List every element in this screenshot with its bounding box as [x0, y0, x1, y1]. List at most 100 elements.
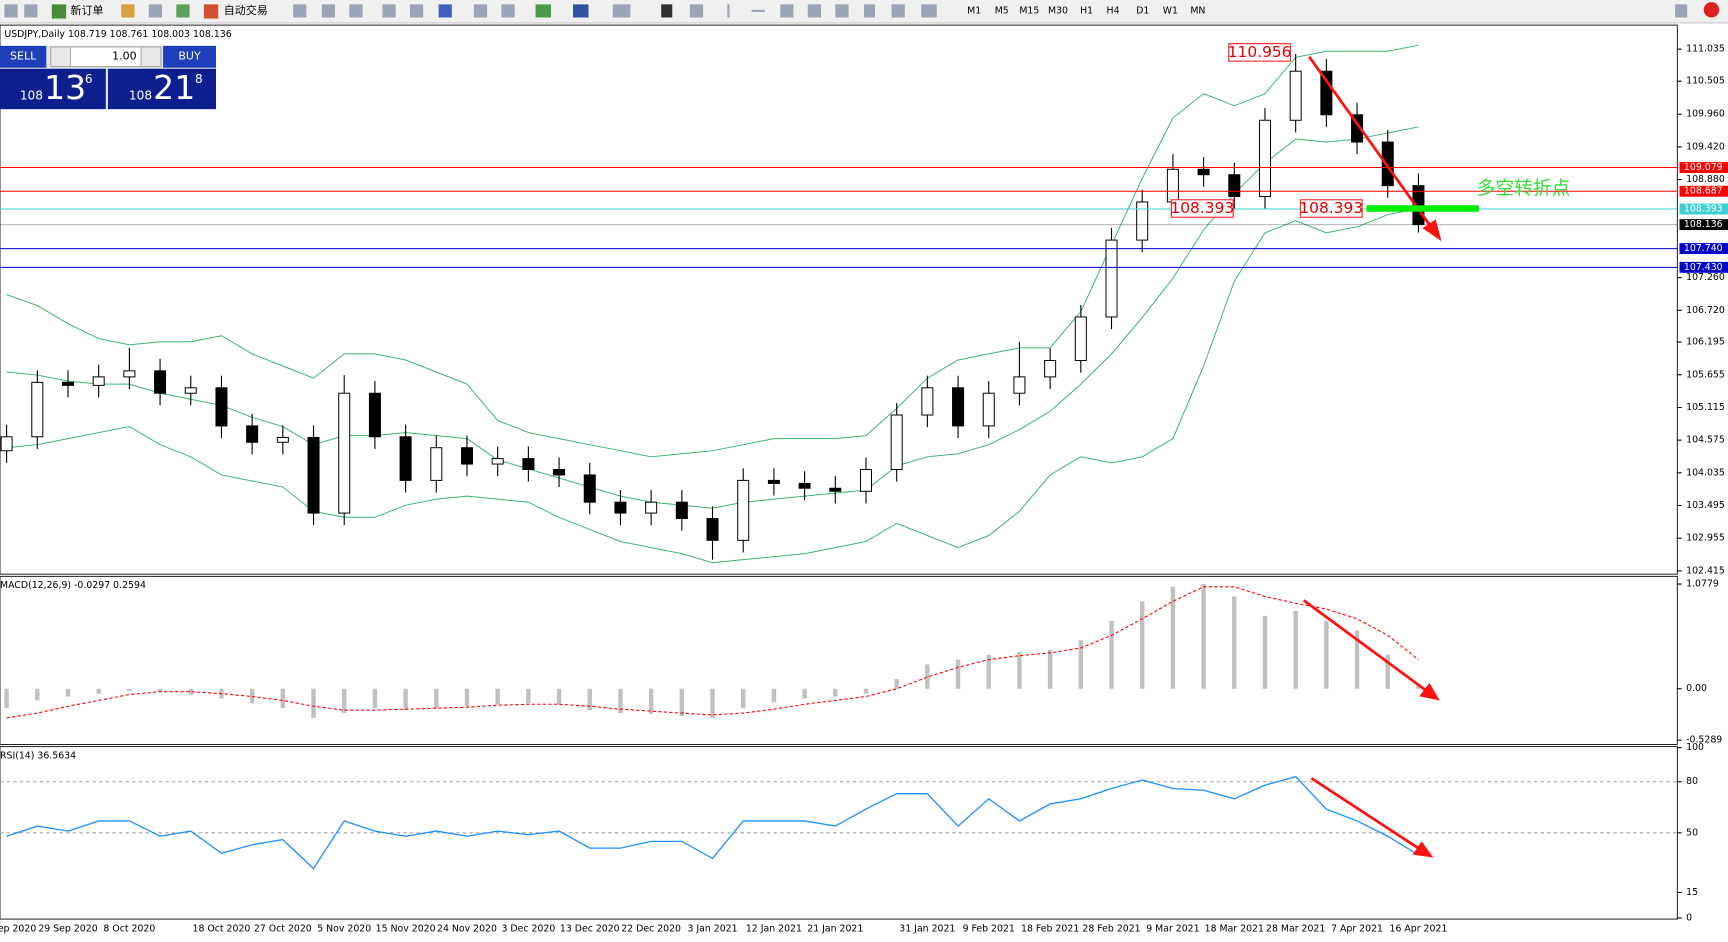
ask-big[interactable]: 108	[129, 89, 152, 103]
icon[interactable]	[751, 9, 765, 13]
macd-bar	[1232, 596, 1237, 689]
timeframe-button[interactable]: H4	[1107, 5, 1120, 16]
x-tick-label: 10 Sep 2020	[0, 923, 36, 934]
timeframe-button[interactable]: M15	[1019, 5, 1039, 16]
candle-body	[184, 387, 197, 394]
candle-body	[31, 381, 44, 438]
candle-body	[1136, 201, 1149, 241]
candle-body	[246, 425, 259, 443]
toolbar-button[interactable]: 新订单	[71, 3, 104, 17]
icon[interactable]	[1675, 4, 1688, 18]
icon[interactable]	[501, 4, 515, 18]
rsi-line	[6, 775, 1419, 870]
macd-bar	[833, 688, 838, 697]
icon[interactable]	[864, 4, 876, 18]
icon[interactable]	[835, 4, 849, 18]
bid-big[interactable]: 108	[20, 89, 43, 103]
macd-bar	[4, 688, 9, 709]
y-tick-label: 104.035	[1686, 467, 1725, 478]
icon[interactable]	[409, 4, 424, 18]
lot-down[interactable]	[50, 46, 72, 68]
price-label-box	[1299, 199, 1363, 218]
macd-readout: 0.2594	[113, 580, 146, 591]
sell-label[interactable]: SELL	[10, 50, 37, 63]
pivot-note: 多空转折点	[1477, 178, 1571, 199]
x-tick-label: 31 Jan 2021	[899, 923, 955, 934]
timeframe-button[interactable]: H1	[1080, 5, 1093, 16]
ohlc-close: 108.136	[193, 28, 232, 39]
sell-button[interactable]	[0, 45, 47, 68]
icon[interactable]	[780, 4, 794, 18]
timeframe-button[interactable]: W1	[1163, 5, 1178, 16]
candle-body	[890, 414, 903, 470]
icon[interactable]	[382, 4, 396, 18]
icon[interactable]	[921, 4, 937, 18]
macd-title: MACD(12,26,9)	[0, 580, 71, 591]
ask-small[interactable]: 8	[195, 72, 203, 86]
macd-bar	[894, 679, 899, 689]
icon[interactable]	[473, 4, 488, 18]
candle-body	[1013, 376, 1026, 394]
timeframes: M1 M5 M15 M30 H1 H4 D1 W1 MN	[967, 5, 1205, 16]
buy-label[interactable]: BUY	[178, 50, 201, 63]
bid-box[interactable]	[0, 68, 106, 110]
ask-box[interactable]	[108, 68, 216, 110]
notification-badge[interactable]	[1703, 2, 1720, 18]
timeframe-button[interactable]: MN	[1190, 5, 1205, 16]
x-tick-label: 16 Apr 2021	[1390, 923, 1448, 934]
macd-bar	[65, 688, 71, 697]
x-tick-label: 3 Jan 2021	[687, 923, 737, 934]
x-tick-label: 8 Oct 2020	[103, 923, 155, 934]
icon[interactable]	[121, 4, 135, 18]
icon[interactable]	[689, 4, 704, 18]
icon[interactable]	[573, 4, 589, 18]
icon[interactable]	[51, 4, 67, 19]
macd-bar	[372, 688, 378, 709]
timeframe-button[interactable]: D1	[1136, 5, 1149, 16]
bid-mid[interactable]: 13	[44, 68, 86, 107]
macd-bar	[587, 688, 592, 711]
x-tick-label: 24 Nov 2020	[437, 923, 497, 934]
lot-up[interactable]	[140, 46, 162, 68]
icon[interactable]	[176, 4, 190, 18]
toolbar-button[interactable]: 自动交易	[224, 3, 268, 17]
candle-body	[276, 436, 289, 443]
macd-bar	[710, 688, 715, 718]
icon[interactable]	[293, 4, 307, 18]
icon[interactable]	[727, 4, 730, 18]
symbol-header: USDJPY,Daily 108.719 108.761 108.003 108…	[4, 28, 231, 39]
x-tick-label: 5 Nov 2020	[317, 923, 371, 934]
icon[interactable]	[203, 4, 219, 19]
timeframe-button[interactable]: M1	[967, 5, 981, 16]
icon[interactable]	[661, 4, 673, 18]
lot-value[interactable]: 1.00	[112, 50, 137, 63]
buy-button[interactable]	[163, 45, 216, 68]
x-tick-label: 21 Jan 2021	[807, 923, 863, 934]
bid-small[interactable]: 6	[85, 72, 93, 86]
y-tick-label: 102.415	[1686, 565, 1725, 576]
candle-body	[737, 479, 750, 541]
icon[interactable]	[24, 4, 38, 18]
icon[interactable]	[807, 4, 822, 18]
x-tick-label: 28 Mar 2021	[1266, 923, 1325, 934]
y-tick-label: -0.5289	[1686, 735, 1722, 746]
icon[interactable]	[321, 4, 336, 18]
y-tick-label: 107.260	[1686, 272, 1725, 283]
y-tick-label: 110.505	[1686, 76, 1725, 87]
timeframe-button[interactable]: M5	[995, 5, 1009, 16]
macd-bar	[1385, 654, 1390, 689]
icon[interactable]	[535, 4, 552, 18]
icon[interactable]	[612, 4, 631, 18]
macd-bar	[1201, 583, 1206, 689]
icon[interactable]	[148, 4, 162, 18]
timeframe-button[interactable]: M30	[1048, 5, 1068, 16]
y-tick-label: 109.420	[1686, 141, 1725, 152]
level-label: 108.393	[1684, 204, 1723, 215]
icon[interactable]	[4, 4, 18, 18]
ask-mid[interactable]: 21	[153, 68, 195, 107]
icon[interactable]	[891, 4, 905, 18]
icon[interactable]	[349, 4, 363, 18]
icon[interactable]	[438, 4, 452, 18]
candle-body	[829, 487, 842, 492]
